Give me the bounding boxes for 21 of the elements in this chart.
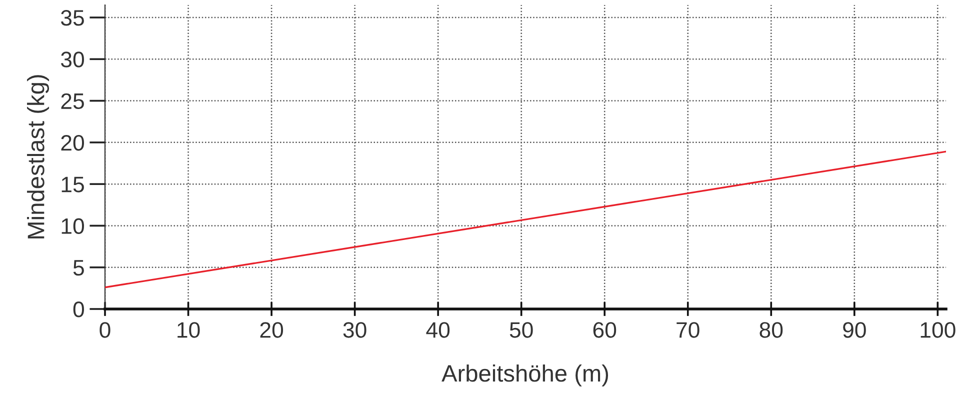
x-tick-label: 80	[760, 322, 783, 338]
x-tick-label: 10	[178, 322, 200, 338]
x-tick-label: 100	[920, 322, 956, 338]
x-tick-label: 70	[676, 322, 700, 338]
y-tick-label: 0	[73, 302, 84, 318]
x-tick-label: 50	[510, 322, 533, 338]
y-axis-title: Mindestlast (kg)	[27, 75, 50, 238]
x-tick-label: 0	[100, 322, 110, 338]
y-tick-label: 25	[61, 93, 84, 110]
y-tick-label: 20	[61, 134, 84, 151]
x-tick-label: 20	[260, 322, 284, 338]
y-tick-label: 30	[60, 52, 84, 68]
x-axis-title: Arbeitshöhe (m)	[442, 364, 608, 386]
y-tick-label: 5	[73, 260, 84, 276]
x-tick-label: 30	[343, 322, 366, 338]
y-tick-label: 10	[62, 218, 84, 234]
x-tick-label: 60	[593, 322, 616, 338]
y-tick-label: 35	[60, 10, 84, 26]
x-tick-label: 40	[426, 322, 450, 338]
y-tick-label: 15	[62, 176, 84, 192]
x-tick-label: 90	[843, 322, 866, 338]
